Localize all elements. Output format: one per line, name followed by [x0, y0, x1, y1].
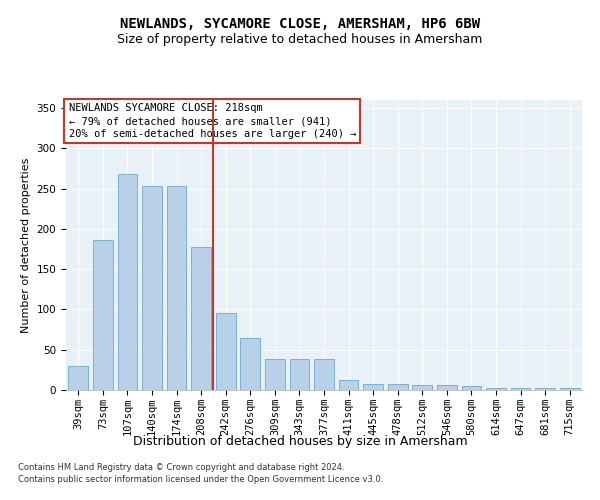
Bar	[93, 240, 113, 390]
Bar	[388, 384, 407, 390]
Text: NEWLANDS, SYCAMORE CLOSE, AMERSHAM, HP6 6BW: NEWLANDS, SYCAMORE CLOSE, AMERSHAM, HP6 …	[120, 18, 480, 32]
Text: Contains HM Land Registry data © Crown copyright and database right 2024.: Contains HM Land Registry data © Crown c…	[18, 464, 344, 472]
Bar	[191, 246, 211, 390]
Bar	[216, 314, 236, 390]
Bar	[437, 385, 457, 390]
Bar	[68, 366, 88, 390]
Bar	[118, 174, 137, 390]
Bar	[535, 388, 555, 390]
Bar	[339, 380, 358, 390]
Bar	[167, 186, 187, 390]
Text: NEWLANDS SYCAMORE CLOSE: 218sqm
← 79% of detached houses are smaller (941)
20% o: NEWLANDS SYCAMORE CLOSE: 218sqm ← 79% of…	[68, 103, 356, 140]
Bar	[412, 385, 432, 390]
Bar	[364, 384, 383, 390]
Bar	[314, 360, 334, 390]
Bar	[560, 388, 580, 390]
Text: Size of property relative to detached houses in Amersham: Size of property relative to detached ho…	[118, 32, 482, 46]
Bar	[290, 360, 309, 390]
Y-axis label: Number of detached properties: Number of detached properties	[21, 158, 31, 332]
Text: Contains public sector information licensed under the Open Government Licence v3: Contains public sector information licen…	[18, 475, 383, 484]
Bar	[461, 386, 481, 390]
Bar	[241, 338, 260, 390]
Text: Distribution of detached houses by size in Amersham: Distribution of detached houses by size …	[133, 435, 467, 448]
Bar	[486, 388, 506, 390]
Bar	[511, 388, 530, 390]
Bar	[265, 360, 284, 390]
Bar	[142, 186, 162, 390]
